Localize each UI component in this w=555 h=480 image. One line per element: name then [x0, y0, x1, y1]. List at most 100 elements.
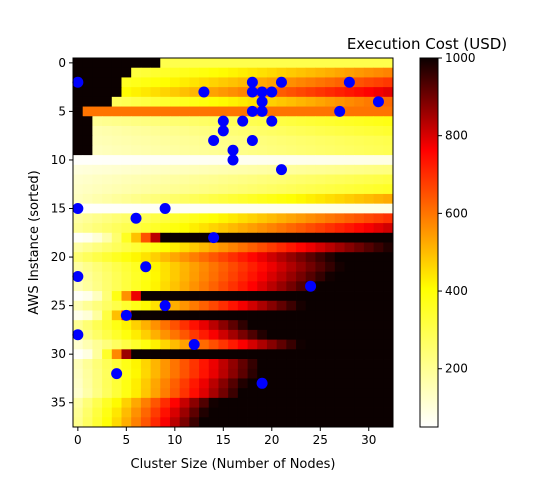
heatmap-cell	[266, 417, 278, 428]
scatter-point	[256, 105, 268, 117]
heatmap-cell	[208, 87, 219, 98]
heatmap-cell	[315, 378, 326, 389]
y-tick-label: 15	[51, 202, 66, 216]
heatmap-cell	[121, 87, 132, 98]
heatmap-cell	[344, 223, 355, 234]
heatmap-cell	[334, 388, 345, 399]
heatmap-cell	[160, 349, 171, 360]
scatter-point	[275, 164, 287, 176]
heatmap-cell	[73, 359, 84, 370]
y-tick-label: 10	[51, 153, 66, 167]
heatmap-cell	[150, 252, 161, 263]
heatmap-cell	[266, 310, 278, 321]
heatmap-cell	[237, 184, 248, 195]
heatmap-cell	[383, 213, 394, 224]
heatmap-cell	[305, 174, 316, 185]
heatmap-cell	[325, 96, 336, 107]
heatmap-cell	[354, 339, 365, 350]
heatmap-cell	[131, 87, 142, 98]
heatmap-cell	[140, 203, 151, 214]
heatmap-cell	[276, 193, 287, 205]
heatmap-cell	[363, 145, 375, 156]
heatmap-cell	[111, 242, 122, 253]
heatmap-cell	[73, 135, 84, 146]
heatmap-cell	[344, 116, 355, 127]
heatmap-cell	[218, 388, 229, 399]
heatmap-cell	[325, 232, 336, 243]
heatmap-cell	[102, 203, 113, 214]
heatmap-cell	[82, 349, 93, 360]
heatmap-cell	[169, 58, 181, 69]
heatmap-cell	[257, 135, 268, 146]
heatmap-cell	[73, 193, 84, 205]
heatmap-cell	[373, 368, 384, 379]
heatmap-cell	[247, 320, 258, 331]
heatmap-cell	[276, 203, 287, 214]
heatmap-cell	[315, 77, 326, 88]
heatmap-cell	[218, 252, 229, 263]
heatmap-cell	[189, 320, 200, 331]
heatmap-cell	[296, 232, 307, 243]
heatmap-cell	[169, 320, 181, 331]
heatmap-cell	[373, 359, 384, 370]
heatmap-cell	[189, 300, 200, 311]
heatmap-cell	[266, 145, 278, 156]
heatmap-cell	[296, 164, 307, 175]
heatmap-cell	[179, 359, 190, 370]
heatmap-cell	[344, 213, 355, 224]
heatmap-cell	[73, 368, 84, 379]
heatmap-cell	[111, 281, 122, 292]
heatmap-cell	[208, 77, 219, 88]
heatmap-cell	[334, 184, 345, 195]
heatmap-cell	[218, 417, 229, 428]
heatmap-cell	[373, 87, 384, 98]
scatter-point	[343, 76, 355, 88]
heatmap-cell	[325, 184, 336, 195]
heatmap-cell	[150, 232, 161, 243]
heatmap-cell	[305, 378, 316, 389]
heatmap-cell	[257, 407, 268, 418]
heatmap-cell	[82, 77, 93, 88]
heatmap-cell	[334, 125, 345, 137]
heatmap-cell	[296, 116, 307, 127]
heatmap-cell	[160, 329, 171, 340]
heatmap-cell	[169, 193, 181, 205]
heatmap-cell	[315, 329, 326, 340]
heatmap-cell	[189, 378, 200, 389]
heatmap-cell	[315, 106, 326, 117]
heatmap-cell	[344, 349, 355, 360]
y-axis-label: AWS Instance (sorted)	[27, 170, 42, 314]
heatmap-cell	[102, 67, 113, 78]
heatmap-cell	[247, 281, 258, 292]
heatmap-cell	[189, 184, 200, 195]
heatmap-cell	[334, 164, 345, 175]
heatmap-cell	[208, 281, 219, 292]
heatmap-cell	[199, 203, 210, 214]
heatmap-cell	[218, 291, 229, 302]
heatmap-cell	[247, 397, 258, 408]
heatmap-cell	[334, 252, 345, 263]
heatmap-cell	[354, 320, 365, 331]
heatmap-cell	[179, 106, 190, 117]
x-tick-label: 5	[123, 433, 131, 447]
heatmap-cell	[325, 174, 336, 185]
heatmap-cell	[286, 184, 297, 195]
heatmap-cell	[315, 261, 326, 273]
heatmap-cell	[383, 67, 394, 78]
heatmap-cell	[131, 184, 142, 195]
heatmap-cell	[208, 329, 219, 340]
heatmap-cell	[247, 174, 258, 185]
heatmap-cell	[305, 339, 316, 350]
heatmap-cell	[92, 223, 103, 234]
heatmap-cell	[208, 300, 219, 311]
heatmap-cell	[344, 407, 355, 418]
heatmap-cell	[179, 310, 190, 321]
heatmap-cell	[189, 213, 200, 224]
heatmap-cell	[237, 213, 248, 224]
x-tick-label: 25	[313, 433, 328, 447]
heatmap-cell	[305, 58, 316, 69]
heatmap-cell	[266, 407, 278, 418]
heatmap-cell	[296, 77, 307, 88]
heatmap-cell	[247, 271, 258, 282]
heatmap-cell	[296, 310, 307, 321]
